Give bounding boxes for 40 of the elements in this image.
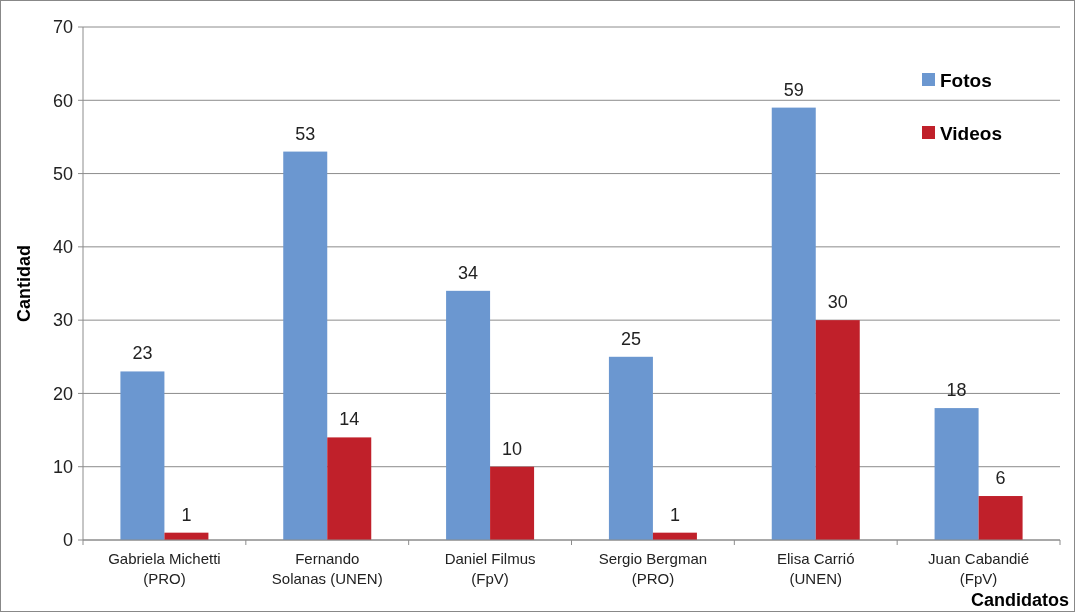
data-label: 53 bbox=[295, 123, 316, 144]
x-tick-label: Elisa Carrió (UNEN) bbox=[776, 550, 855, 587]
legend-label: Videos bbox=[940, 122, 1002, 144]
x-tick-label: Sergio Bergman (PRO) bbox=[598, 550, 708, 587]
y-tick-label: 40 bbox=[52, 237, 73, 258]
legend-label: Fotos bbox=[940, 69, 992, 91]
data-label: 18 bbox=[946, 380, 967, 401]
bar bbox=[446, 290, 491, 540]
bar bbox=[327, 437, 372, 540]
y-tick-label: 20 bbox=[52, 383, 73, 404]
data-label: 6 bbox=[995, 468, 1006, 489]
y-tick-label: 30 bbox=[52, 310, 73, 331]
bar bbox=[120, 371, 165, 540]
x-axis-title: Candidatos bbox=[970, 590, 1069, 610]
data-label: 30 bbox=[827, 292, 848, 313]
y-tick-label: 10 bbox=[52, 457, 73, 478]
data-label: 34 bbox=[458, 262, 479, 283]
y-tick-label: 60 bbox=[52, 90, 73, 111]
x-tick-label: Fernando Solanas (UNEN) bbox=[271, 550, 383, 587]
data-label: 1 bbox=[181, 504, 192, 525]
bar bbox=[978, 496, 1023, 540]
data-label: 1 bbox=[669, 504, 680, 525]
y-tick-label: 0 bbox=[62, 530, 73, 551]
bar bbox=[934, 408, 979, 540]
bar bbox=[815, 320, 860, 540]
x-tick-label: Juan Cabandié (FpV) bbox=[928, 550, 1030, 587]
data-label: 23 bbox=[132, 343, 153, 364]
data-label: 25 bbox=[620, 328, 641, 349]
x-tick-label: Daniel Filmus (FpV) bbox=[444, 550, 536, 587]
bar bbox=[283, 151, 328, 540]
data-label: 14 bbox=[339, 409, 360, 430]
y-tick-label: 50 bbox=[52, 163, 73, 184]
y-axis-title: Cantidad bbox=[14, 244, 34, 323]
y-tick-label: 70 bbox=[52, 17, 73, 38]
data-label: 59 bbox=[783, 79, 804, 100]
x-tick-label: Gabriela Michetti (PRO) bbox=[108, 550, 221, 587]
bar bbox=[490, 466, 535, 540]
bar bbox=[771, 107, 816, 540]
bar bbox=[608, 356, 653, 540]
data-label: 10 bbox=[502, 438, 523, 459]
